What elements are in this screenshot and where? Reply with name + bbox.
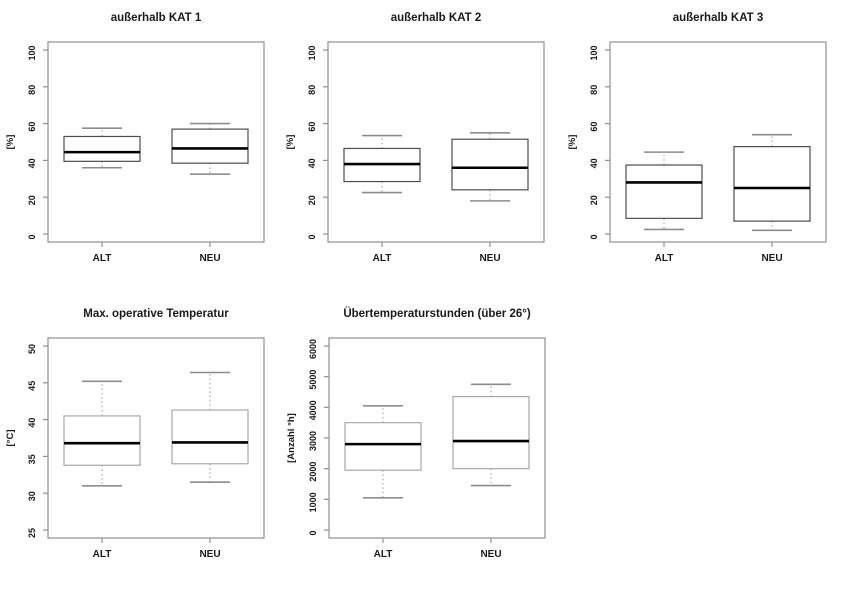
iqr-box (451, 138, 529, 191)
y-tick-label: 60 (307, 122, 317, 132)
y-tick-label: 80 (589, 85, 599, 95)
x-category-label: ALT (373, 253, 392, 264)
iqr-box (733, 146, 811, 222)
panel-max-operative-temperatur: Max. operative Temperatur 25 30 35 40 45 50 [°C… (0, 296, 284, 588)
y-tick-label: 40 (27, 418, 37, 428)
iqr-box (344, 422, 422, 471)
y-tick-label: 0 (308, 530, 318, 535)
iqr-box (171, 128, 249, 164)
box-alt (343, 134, 421, 194)
y-tick-label: 100 (589, 45, 599, 60)
y-tick-label: 0 (27, 234, 37, 239)
chart-title: Max. operative Temperatur (83, 308, 229, 320)
y-tick-label: 0 (589, 234, 599, 239)
chart-title: Übertemperaturstunden (über 26°) (343, 307, 531, 320)
boxplot-svg-2: außerhalb KAT 3 0 20 40 60 80 100 [%] ALT NEU (567, 12, 827, 264)
plot-frame (47, 41, 265, 243)
box-neu (451, 132, 529, 202)
iqr-box (63, 135, 141, 162)
y-tick-label: 0 (307, 234, 317, 239)
y-tick-label: 1000 (308, 492, 318, 512)
x-category-label: NEU (479, 253, 500, 264)
x-category-label: ALT (655, 253, 674, 264)
x-category-label: NEU (480, 549, 501, 560)
y-axis-label: [%] (5, 135, 16, 150)
plot-frame (327, 41, 545, 243)
panel-uebertemperaturstunden: Übertemperaturstunden (über 26°) 0 1000 200… (281, 296, 565, 588)
box-neu (733, 133, 811, 232)
box-neu (171, 371, 249, 483)
y-axis-label: [°C] (5, 430, 16, 447)
boxplot-svg-1: außerhalb KAT 2 0 20 40 60 80 100 [%] ALT NEU (285, 12, 545, 264)
panel-ausserhalb-kat-3: außerhalb KAT 3 0 20 40 60 80 100 [%] ALT NEU (562, 0, 846, 292)
x-category-label: ALT (374, 549, 393, 560)
y-tick-label: 80 (27, 85, 37, 95)
iqr-box (452, 395, 530, 470)
y-tick-label: 25 (27, 528, 37, 538)
y-tick-label: 45 (27, 381, 37, 391)
box-alt (63, 127, 141, 169)
panel-ausserhalb-kat-1: außerhalb KAT 1 0 20 40 60 80 100 [%] ALT NEU (0, 0, 284, 292)
x-category-label: ALT (93, 549, 112, 560)
y-axis-label: [Anzahl °h] (286, 413, 297, 463)
y-tick-label: 60 (27, 122, 37, 132)
y-tick-label: 20 (27, 195, 37, 205)
iqr-box (63, 415, 141, 466)
boxplot-svg-4: Übertemperaturstunden (über 26°) 0 1000 200… (286, 307, 546, 560)
y-tick-label: 40 (307, 158, 317, 168)
x-category-label: ALT (93, 253, 112, 264)
box-alt (63, 380, 141, 487)
chart-title: außerhalb KAT 1 (111, 12, 202, 24)
y-axis-label: [%] (285, 135, 296, 150)
y-tick-label: 5000 (308, 370, 318, 390)
x-category-label: NEU (199, 253, 220, 264)
y-tick-label: 100 (307, 45, 317, 60)
y-tick-label: 2000 (308, 462, 318, 482)
y-axis-label: [%] (567, 135, 578, 150)
plot-frame (47, 337, 265, 539)
y-tick-label: 30 (27, 491, 37, 501)
y-tick-label: 20 (307, 195, 317, 205)
y-tick-label: 35 (27, 454, 37, 464)
y-tick-label: 80 (307, 85, 317, 95)
iqr-box (171, 409, 249, 465)
boxplot-svg-0: außerhalb KAT 1 0 20 40 60 80 100 [%] ALT NEU (5, 12, 265, 264)
chart-title: außerhalb KAT 3 (673, 12, 764, 24)
box-neu (452, 383, 530, 487)
box-alt (625, 151, 703, 231)
y-tick-label: 40 (589, 158, 599, 168)
x-category-label: NEU (199, 549, 220, 560)
plot-frame (609, 41, 827, 243)
y-tick-label: 4000 (308, 400, 318, 420)
y-tick-label: 60 (589, 122, 599, 132)
y-tick-label: 40 (27, 158, 37, 168)
y-tick-label: 3000 (308, 431, 318, 451)
y-tick-label: 20 (589, 195, 599, 205)
box-neu (171, 122, 249, 175)
chart-title: außerhalb KAT 2 (391, 12, 482, 24)
box-alt (344, 405, 422, 499)
boxplot-svg-3: Max. operative Temperatur 25 30 35 40 45 50 [°C… (5, 308, 265, 560)
y-tick-label: 100 (27, 45, 37, 60)
y-tick-label: 6000 (308, 339, 318, 359)
iqr-box (625, 164, 703, 219)
panel-ausserhalb-kat-2: außerhalb KAT 2 0 20 40 60 80 100 [%] ALT NEU (280, 0, 564, 292)
y-tick-label: 50 (27, 344, 37, 354)
x-category-label: NEU (761, 253, 782, 264)
